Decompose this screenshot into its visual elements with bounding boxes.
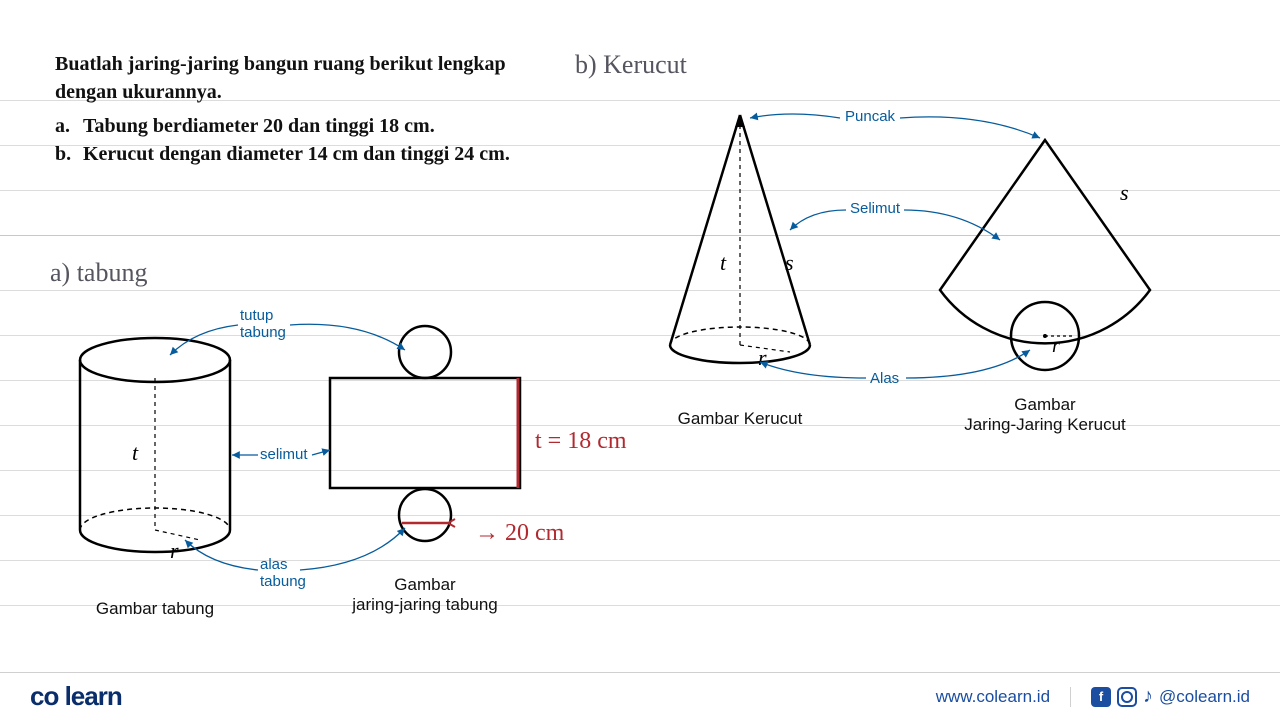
question-item-a: a. Tabung berdiameter 20 dan tinggi 18 c…: [55, 112, 515, 140]
instagram-icon[interactable]: [1117, 687, 1137, 707]
alas-cone-label: Alas: [870, 370, 899, 387]
selimut-label: selimut: [260, 446, 308, 463]
svg-text:r: r: [170, 538, 179, 563]
cylinder-net-diagram: Gambar jaring-jaring tabung: [320, 320, 530, 615]
social-handle: @colearn.id: [1159, 687, 1250, 707]
svg-text:t: t: [132, 440, 139, 465]
question-block: Buatlah jaring-jaring bangun ruang berik…: [55, 50, 515, 168]
website-link[interactable]: www.colearn.id: [936, 687, 1071, 707]
tabung-diameter-value: → 20 cm: [475, 520, 564, 547]
svg-text:s: s: [1120, 180, 1129, 205]
cylinder-caption: Gambar tabung: [70, 599, 240, 619]
svg-text:r: r: [1052, 335, 1060, 357]
footer: co learn www.colearn.id f ♪ @colearn.id: [0, 672, 1280, 720]
section-a-title: a) tabung: [50, 258, 147, 288]
puncak-label: Puncak: [845, 108, 895, 125]
question-item-b: b. Kerucut dengan diameter 14 cm dan tin…: [55, 140, 515, 168]
cone-caption: Gambar Kerucut: [650, 409, 830, 429]
cone-net-caption-2: Jaring-Jaring Kerucut: [920, 415, 1170, 435]
social-icons: f ♪ @colearn.id: [1091, 685, 1250, 708]
cylinder-net-caption-1: Gambar: [320, 575, 530, 595]
tiktok-icon[interactable]: ♪: [1143, 685, 1153, 708]
section-b-title: b) Kerucut: [575, 50, 687, 80]
svg-text:s: s: [785, 250, 794, 275]
cylinder-net-caption-2: jaring-jaring tabung: [320, 595, 530, 615]
tabung-height-value: t = 18 cm: [535, 428, 627, 455]
svg-text:r: r: [758, 345, 767, 370]
tutup-tabung-label: tutuptabung: [240, 308, 286, 341]
facebook-icon[interactable]: f: [1091, 687, 1111, 707]
alas-tabung-label: alastabung: [260, 557, 306, 590]
cone-diagram: t s r Gambar Kerucut: [650, 100, 830, 429]
cone-net-caption-1: Gambar: [920, 395, 1170, 415]
svg-text:t: t: [720, 250, 727, 275]
selimut-cone-label: Selimut: [850, 200, 900, 217]
question-intro: Buatlah jaring-jaring bangun ruang berik…: [55, 50, 515, 106]
cone-net-diagram: r s Gambar Jaring-Jaring Kerucut: [920, 120, 1170, 435]
cylinder-diagram: t r Gambar tabung: [70, 330, 240, 619]
brand-logo: co learn: [30, 681, 122, 712]
